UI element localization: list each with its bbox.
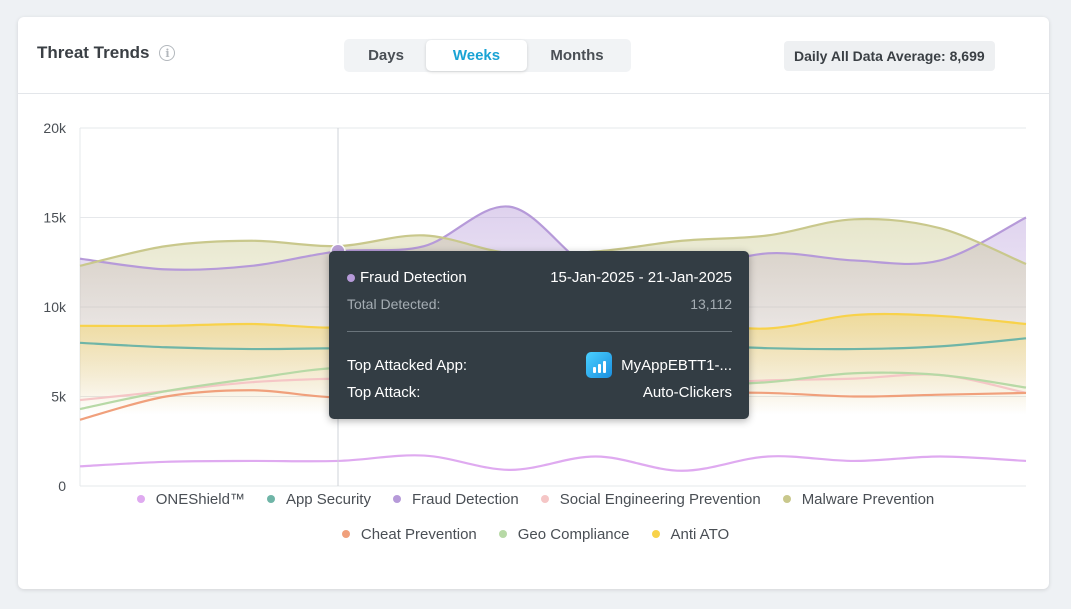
tooltip-date-range: 15-Jan-2025 - 21-Jan-2025 (550, 269, 732, 286)
line-fraud-detection[interactable] (79, 205, 1027, 278)
legend: ONEShield™ App Security Fraud Detection Soc… (0, 487, 1071, 546)
data-tooltip: Fraud Detection 15-Jan-2025 - 21-Jan-202… (329, 251, 749, 419)
legend-row-2: Cheat Prevention Geo Compliance Anti ATO (0, 522, 1071, 546)
legend-item[interactable]: Fraud Detection (392, 490, 519, 508)
card-header: Threat Trends i Days Weeks Months Daily … (18, 17, 1049, 94)
y-axis: 0 5k 10k 15k 20k (43, 120, 67, 494)
tab-days[interactable]: Days (368, 47, 404, 64)
legend-item[interactable]: Geo Compliance (498, 525, 630, 543)
y-tick-label: 20k (43, 120, 67, 136)
info-icon[interactable]: i (159, 45, 176, 61)
line-oneshield-[interactable] (79, 454, 1027, 472)
legend-label: Cheat Prevention (360, 525, 477, 543)
tab-months[interactable]: Months (550, 47, 604, 64)
legend-label: App Security (285, 490, 371, 508)
legend-item[interactable]: Social Engineering Prevention (540, 490, 761, 508)
daily-average-badge: Daily All Data Average: 8,699 (784, 41, 995, 71)
legend-label: Social Engineering Prevention (559, 490, 761, 508)
legend-dot (136, 495, 145, 503)
page-title: Threat Trends (37, 43, 150, 62)
legend-dot (266, 495, 275, 503)
legend-item[interactable]: Anti ATO (651, 525, 730, 543)
legend-dot (651, 530, 660, 538)
legend-label: Malware Prevention (801, 490, 935, 508)
legend-dot (392, 495, 401, 503)
tooltip-total-label: Total Detected: (347, 296, 441, 312)
tooltip-top-attack-value: Auto-Clickers (642, 384, 732, 401)
y-tick-label: 5k (51, 389, 67, 405)
tooltip-top-app-row: Top Attacked App: MyAppEBTT1-... (347, 352, 732, 378)
legend-label: Anti ATO (670, 525, 730, 543)
tooltip-total-value: 13,112 (690, 296, 732, 312)
tooltip-top-attack-row: Top Attack: Auto-Clickers (347, 384, 732, 401)
legend-dot (341, 530, 350, 538)
y-tick-label: 15k (43, 210, 67, 226)
legend-item[interactable]: Malware Prevention (782, 490, 935, 508)
legend-item[interactable]: ONEShield™ (136, 490, 245, 508)
legend-row-1: ONEShield™ App Security Fraud Detection Soc… (0, 487, 1071, 511)
y-tick-label: 0 (58, 478, 66, 494)
tab-weeks[interactable]: Weeks (426, 40, 527, 71)
legend-label: Geo Compliance (517, 525, 630, 543)
legend-item[interactable]: Cheat Prevention (341, 525, 477, 543)
tooltip-top-app-label: Top Attacked App: (347, 356, 468, 374)
tooltip-top-attack-label: Top Attack: (347, 384, 421, 401)
tooltip-top-app-value: MyAppEBTT1-... (621, 356, 732, 374)
legend-dot (498, 530, 507, 538)
tooltip-divider (347, 331, 732, 332)
app-icon (586, 352, 613, 378)
legend-label: ONEShield™ (155, 490, 245, 508)
tooltip-series-name: Fraud Detection (360, 269, 467, 286)
period-toggle: Days Weeks Months (344, 39, 631, 72)
legend-label: Fraud Detection (411, 490, 519, 508)
tooltip-series: Fraud Detection (347, 269, 467, 286)
title-group: Threat Trends i (37, 43, 176, 63)
tooltip-top-app: MyAppEBTT1-... (586, 352, 732, 378)
legend-item[interactable]: App Security (266, 490, 371, 508)
legend-dot (540, 495, 549, 503)
tooltip-header: Fraud Detection 15-Jan-2025 - 21-Jan-202… (347, 269, 732, 286)
tooltip-total-row: Total Detected: 13,112 (347, 296, 732, 312)
tooltip-series-dot (347, 273, 355, 282)
legend-dot (782, 495, 791, 503)
y-tick-label: 10k (43, 299, 67, 315)
